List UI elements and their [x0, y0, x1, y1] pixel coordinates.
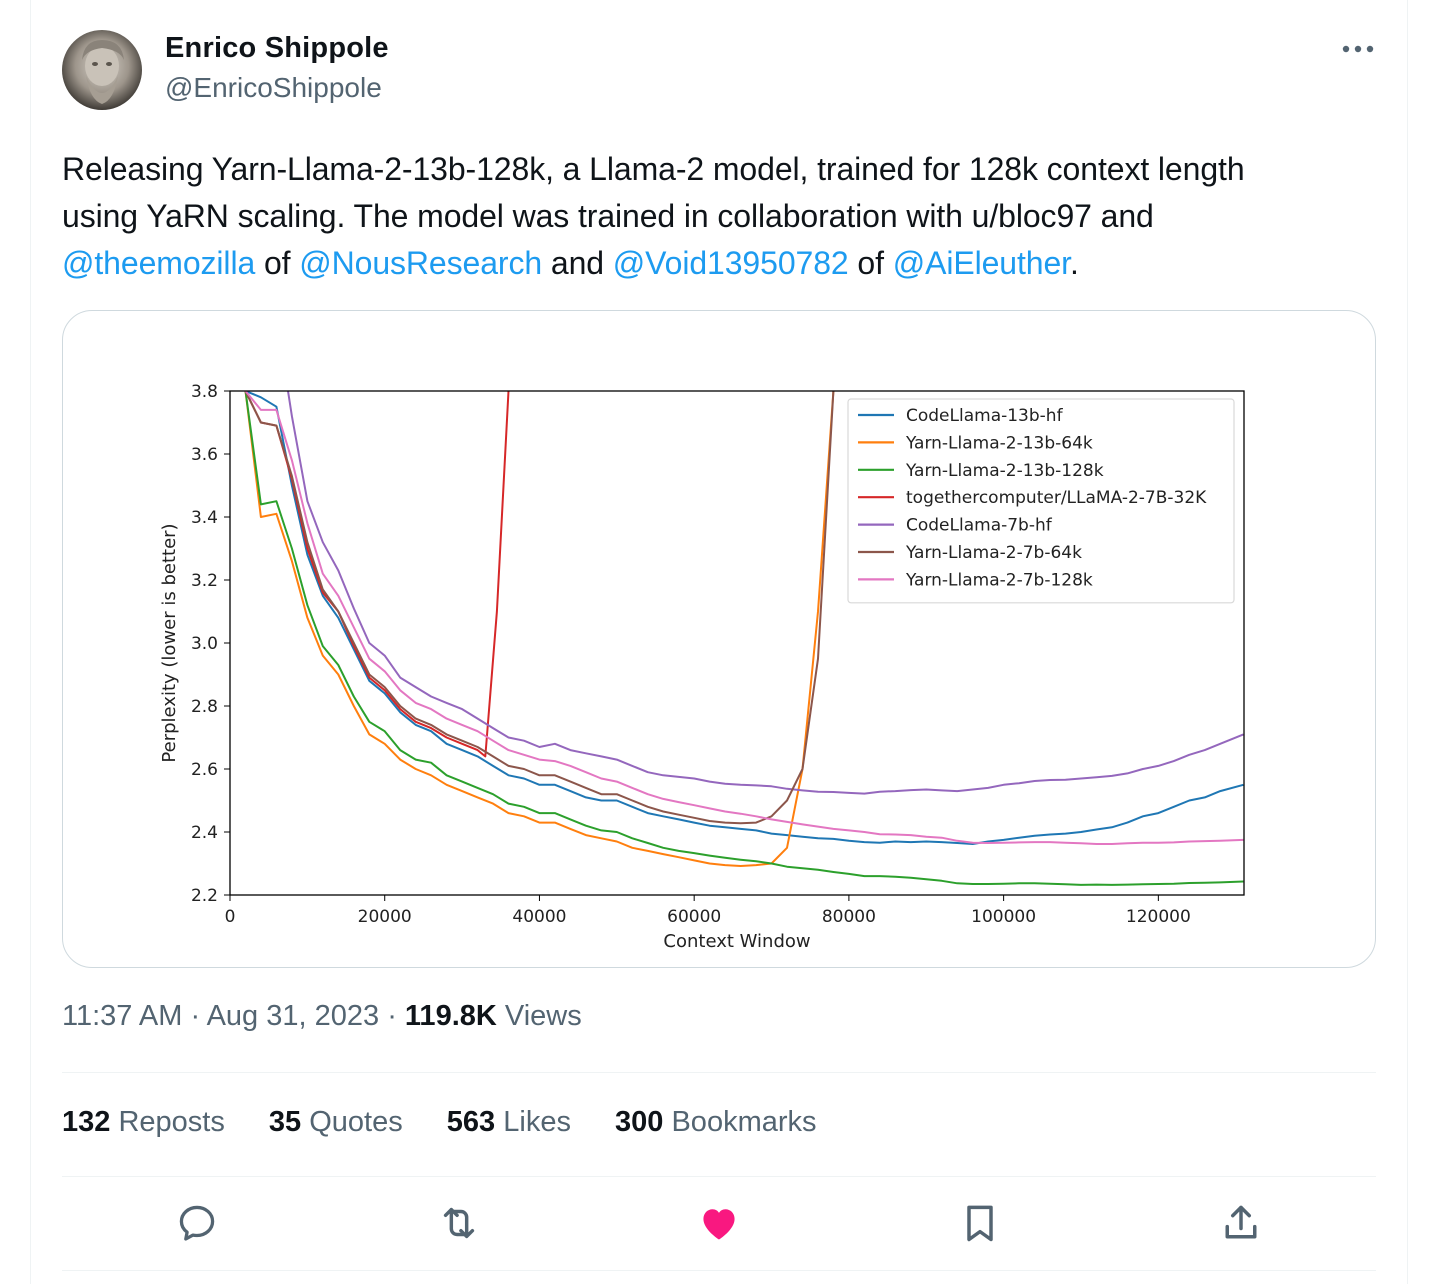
stat-label: Likes: [503, 1106, 571, 1138]
stat-likes[interactable]: 563 Likes: [447, 1106, 571, 1139]
tweet-text-period: .: [1069, 245, 1079, 281]
mention-nousresearch[interactable]: @NousResearch: [299, 245, 543, 281]
y-tick-label: 3.0: [191, 634, 218, 654]
author-handle[interactable]: @EnricoShippole: [165, 72, 382, 103]
x-tick-label: 20000: [358, 907, 412, 927]
mention-theemozilla[interactable]: @theemozilla: [62, 245, 256, 281]
legend-label-1: Yarn-Llama-2-13b-64k: [905, 433, 1093, 453]
divider-middle: [62, 1176, 1376, 1177]
series-line-4: [287, 391, 1244, 795]
y-tick-label: 2.2: [191, 886, 218, 906]
perplexity-chart: 0 20000 40000 60000 80000 100000 120000 2.2 2.4 2…: [159, 382, 1245, 952]
series-line-0: [245, 391, 1244, 845]
tweet-media-image[interactable]: 0 20000 40000 60000 80000 100000 120000 2.2 2.4 2…: [62, 310, 1376, 968]
share-button[interactable]: [1216, 1198, 1266, 1248]
legend-label-6: Yarn-Llama-2-7b-128k: [905, 570, 1093, 590]
y-tick-label: 2.4: [191, 823, 218, 843]
legend-label-4: CodeLlama-7b-hf: [906, 516, 1053, 536]
legend-label-0: CodeLlama-13b-hf: [906, 406, 1064, 426]
mention-void13950782[interactable]: @Void13950782: [612, 245, 849, 281]
divider-top: [62, 1072, 1376, 1073]
series-line-6: [244, 391, 1244, 845]
stat-label: Bookmarks: [671, 1106, 817, 1138]
series-line-1: [244, 391, 835, 867]
meta-separator: ·: [190, 1000, 207, 1032]
x-tick-label: 40000: [512, 907, 566, 927]
reply-icon: [179, 1205, 215, 1241]
legend-label-5: Yarn-Llama-2-7b-64k: [905, 543, 1082, 563]
tweet-stats: 132 Reposts 35 Quotes 563 Likes 300 Book…: [62, 1106, 853, 1139]
legend-label-3: togethercomputer/LLaMA-2-7B-32K: [906, 488, 1207, 508]
tweet-text-of-2: of: [848, 245, 893, 281]
x-tick-label: 60000: [667, 907, 721, 927]
y-tick-label: 3.2: [191, 571, 218, 591]
y-axis-label: Perplexity (lower is better): [159, 523, 180, 762]
x-axis-label: Context Window: [663, 931, 810, 952]
like-icon: [703, 1209, 735, 1240]
series-line-2: [244, 391, 1244, 886]
divider-bottom: [62, 1270, 1376, 1271]
x-tick-label: 120000: [1126, 907, 1191, 927]
views-label: Views: [504, 1000, 582, 1032]
y-tick-label: 3.6: [191, 445, 218, 465]
y-tick-label: 2.8: [191, 697, 218, 717]
author-avatar[interactable]: [62, 30, 142, 110]
tweet-meta: 11:37 AM · Aug 31, 2023 · 119.8K Views: [62, 1000, 582, 1033]
y-tick-label: 3.8: [191, 382, 218, 402]
views-count: 119.8K: [404, 1000, 497, 1032]
tweet-text-line-2: using YaRN scaling. The model was traine…: [62, 198, 1154, 234]
meta-separator: ·: [387, 1000, 405, 1032]
stat-count: 300: [615, 1106, 664, 1138]
bookmark-button[interactable]: [955, 1198, 1005, 1248]
x-tick-label: 0: [225, 907, 236, 927]
tweet-time[interactable]: 11:37 AM: [62, 1000, 183, 1032]
tweet-text: Releasing Yarn-Llama-2-13b-128k, a Llama…: [62, 146, 1372, 287]
series-line-5: [244, 391, 835, 825]
stat-count: 132: [62, 1106, 111, 1138]
stat-count: 563: [446, 1106, 496, 1138]
tweet-text-and: and: [542, 245, 613, 281]
more-horizontal-icon: [1342, 45, 1374, 53]
x-tick-label: 80000: [822, 907, 876, 927]
stat-bookmarks[interactable]: 300 Bookmarks: [615, 1106, 817, 1139]
mention-aieleuther[interactable]: @AiEleuther: [892, 245, 1070, 281]
stat-quotes[interactable]: 35 Quotes: [269, 1106, 403, 1139]
more-options-button[interactable]: [1336, 32, 1380, 66]
stat-label: Quotes: [309, 1106, 403, 1138]
stat-count: 35: [268, 1106, 302, 1138]
tweet-text-line-1: Releasing Yarn-Llama-2-13b-128k, a Llama…: [62, 151, 1245, 187]
tweet-card: [30, 0, 1408, 1284]
y-tick-label: 3.4: [191, 508, 218, 528]
legend-box: [847, 398, 1235, 604]
repost-button[interactable]: [434, 1198, 484, 1248]
author-name[interactable]: Enrico Shippole: [165, 32, 389, 64]
tweet-date[interactable]: Aug 31, 2023: [206, 1000, 380, 1032]
reply-button[interactable]: [172, 1198, 222, 1248]
stat-reposts[interactable]: 132 Reposts: [62, 1106, 225, 1139]
like-button[interactable]: [694, 1198, 744, 1248]
stat-label: Reposts: [118, 1106, 225, 1138]
repost-icon: [443, 1207, 475, 1239]
bookmark-icon: [967, 1205, 993, 1242]
statue-avatar-icon: [82, 40, 124, 104]
legend-label-2: Yarn-Llama-2-13b-128k: [905, 461, 1104, 481]
share-icon: [1225, 1205, 1257, 1239]
x-tick-label: 100000: [971, 907, 1036, 927]
y-tick-label: 2.6: [191, 760, 218, 780]
tweet-text-of-1: of: [255, 245, 300, 281]
